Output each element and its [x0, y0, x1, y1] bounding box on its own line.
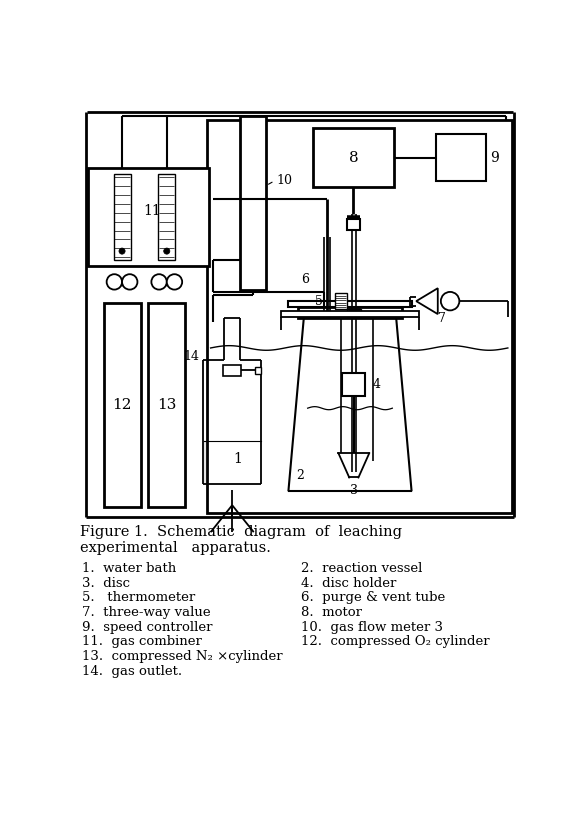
Text: 6: 6: [301, 273, 310, 286]
Circle shape: [164, 248, 170, 254]
Bar: [436, 134, 486, 181]
Text: 10: 10: [276, 174, 292, 187]
Text: 4.  disc holder: 4. disc holder: [301, 577, 397, 590]
Bar: [342, 373, 366, 396]
Circle shape: [167, 275, 182, 289]
Bar: [240, 117, 266, 289]
Bar: [289, 301, 412, 307]
Text: 11.  gas combiner: 11. gas combiner: [82, 635, 202, 649]
Text: 9.  speed controller: 9. speed controller: [82, 621, 213, 634]
Circle shape: [152, 275, 167, 289]
Text: 7.  three-way value: 7. three-way value: [82, 606, 210, 619]
Text: 4: 4: [373, 378, 381, 391]
Text: 13.  compressed N₂ ×cylinder: 13. compressed N₂ ×cylinder: [82, 650, 283, 663]
Text: 5.   thermometer: 5. thermometer: [82, 592, 195, 604]
Text: 8: 8: [349, 150, 359, 164]
Text: 7: 7: [438, 312, 445, 325]
Bar: [335, 293, 347, 309]
Bar: [280, 312, 419, 317]
Text: 1: 1: [233, 452, 242, 466]
Bar: [114, 174, 131, 261]
Text: 8.  motor: 8. motor: [301, 606, 363, 619]
Bar: [298, 307, 402, 318]
Text: 5: 5: [315, 294, 323, 307]
Text: 1.  water bath: 1. water bath: [82, 562, 176, 575]
Bar: [88, 168, 209, 266]
Text: 10.  gas flow meter 3: 10. gas flow meter 3: [301, 621, 444, 634]
Text: 6.  purge & vent tube: 6. purge & vent tube: [301, 592, 446, 604]
Text: 3.  disc: 3. disc: [82, 577, 130, 590]
Bar: [243, 126, 263, 284]
Text: 12.  compressed O₂ cylinder: 12. compressed O₂ cylinder: [301, 635, 490, 649]
Text: experimental   apparatus.: experimental apparatus.: [80, 541, 271, 555]
Text: 14.  gas outlet.: 14. gas outlet.: [82, 665, 182, 677]
Text: 11: 11: [143, 204, 161, 218]
Text: 14: 14: [183, 350, 199, 363]
Bar: [163, 279, 168, 285]
Text: 9: 9: [490, 150, 499, 164]
Circle shape: [122, 275, 138, 289]
Text: 3: 3: [350, 483, 358, 496]
Bar: [207, 120, 512, 513]
Text: 13: 13: [157, 398, 177, 412]
Bar: [159, 174, 175, 261]
Bar: [223, 365, 241, 376]
Circle shape: [441, 292, 459, 311]
Text: 2: 2: [296, 469, 304, 483]
Circle shape: [107, 275, 122, 289]
Polygon shape: [416, 289, 438, 314]
Bar: [255, 367, 261, 373]
Bar: [347, 219, 360, 229]
Bar: [118, 279, 124, 285]
Bar: [104, 302, 141, 506]
Bar: [313, 128, 394, 187]
Text: 2.  reaction vessel: 2. reaction vessel: [301, 562, 423, 575]
Bar: [148, 302, 185, 506]
Text: Figure 1.  Schematic  diagram  of  leaching: Figure 1. Schematic diagram of leaching: [80, 525, 402, 539]
Circle shape: [119, 248, 125, 254]
Bar: [347, 309, 361, 316]
Text: 12: 12: [113, 398, 132, 412]
